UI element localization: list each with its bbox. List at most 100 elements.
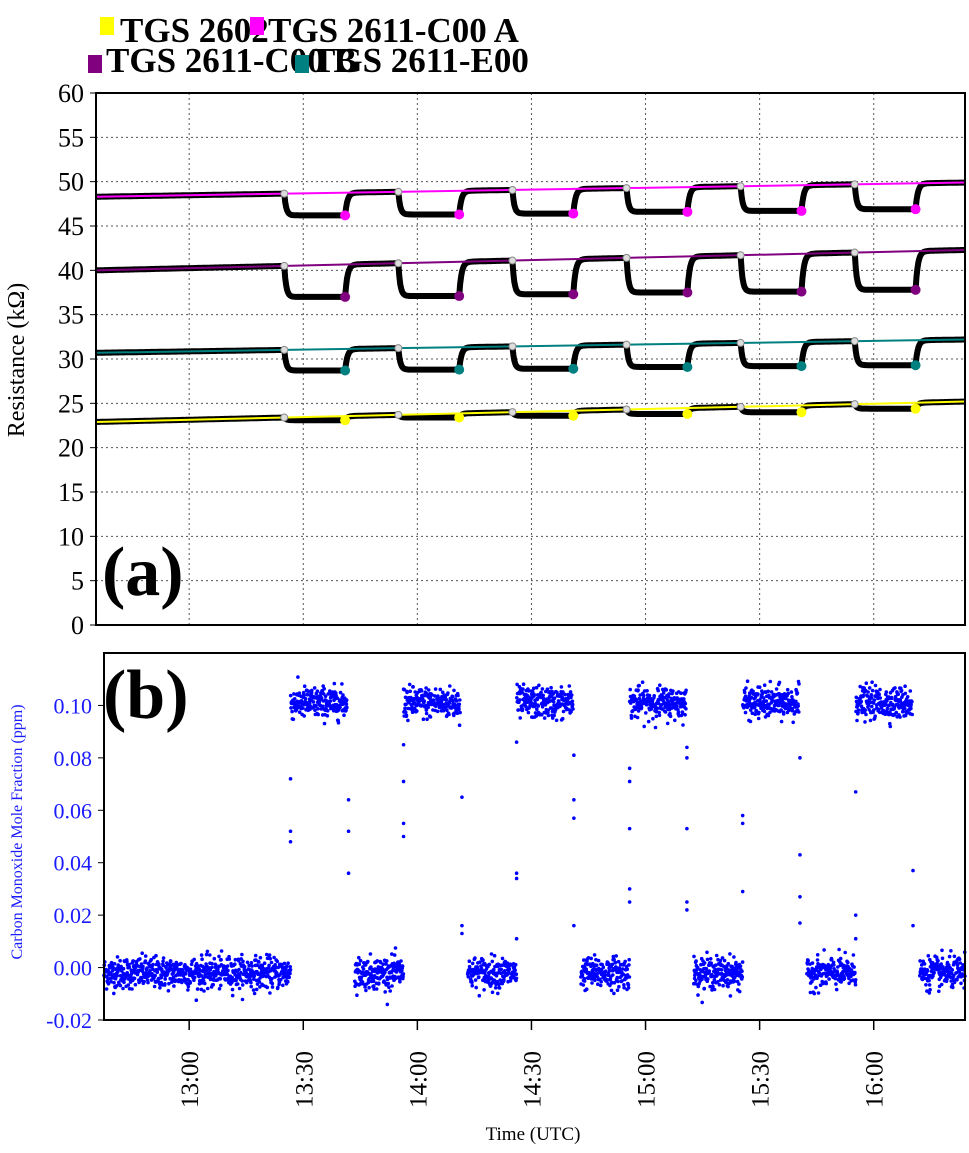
co-data-point [950,968,955,972]
co-data-point [595,972,599,976]
co-data-point [749,695,754,700]
co-data-point [342,713,346,717]
co-data-point [853,978,858,982]
co-data-point [405,690,409,695]
y-tick-label: 25 [58,389,84,418]
co-data-point [490,990,495,995]
co-data-point [482,988,486,992]
co-data-point [110,968,115,973]
co-data-point [644,702,649,707]
co-transition-point [572,753,576,758]
dip-point-tgs-2611-e00 [340,365,351,376]
co-data-point [816,991,821,995]
pulse-start-marker [394,410,403,419]
co-data-point [249,961,254,965]
co-data-point [159,975,164,980]
co-data-point [603,973,608,977]
co-data-point [635,700,640,704]
co-data-point [928,987,932,992]
co-data-point [640,680,645,684]
y-tick-label: 0.04 [54,851,93,876]
co-transition-point [288,777,293,781]
co-data-point [790,708,795,713]
co-data-point [285,964,289,968]
co-data-point [885,706,890,711]
co-data-point [252,977,256,981]
x-tick-label: 13:00 [177,1051,204,1108]
co-data-point [785,687,790,692]
co-transition-point [627,900,632,904]
co-data-point [923,976,928,981]
co-data-point [791,720,795,725]
y-tick-label: 40 [58,256,84,285]
co-data-point [240,997,245,1002]
co-data-point [158,986,162,990]
co-data-point [795,691,800,695]
co-data-point [254,987,259,992]
co-data-point [789,690,794,694]
co-data-point [617,984,621,989]
co-data-point [553,708,558,712]
co-data-point [861,693,866,698]
y-tick-label: 0.06 [54,798,93,823]
co-data-point [199,987,204,992]
co-data-point [444,698,449,702]
co-data-point [364,988,368,993]
co-data-point [808,990,813,995]
co-data-point [518,716,522,720]
co-data-point [516,708,520,712]
co-data-point [959,981,963,986]
co-data-point [205,949,210,954]
legend-swatch-tgs2611-c00-b [88,55,102,73]
co-data-point [109,979,113,984]
co-data-point [251,988,256,992]
co-data-point [834,982,838,986]
co-data-point [290,709,294,714]
co-data-point [319,707,324,711]
x-axis-label: Time (UTC) [486,1124,581,1145]
pulse-start-marker [736,338,745,347]
co-data-point [540,712,544,717]
co-data-point [288,971,292,976]
co-data-point [676,710,681,714]
co-data-point [786,691,790,696]
co-data-point [276,985,280,990]
co-data-point [885,699,889,703]
co-transition-point [288,839,293,844]
co-data-point [492,967,496,972]
pulse-start-marker [280,189,289,198]
co-data-point [183,963,187,967]
co-data-point [559,685,564,689]
co-data-point [625,967,630,971]
co-data-point [208,953,212,957]
co-data-point [361,967,366,971]
co-data-point [922,962,927,966]
co-data-point [486,974,491,978]
co-data-point [217,954,221,959]
co-data-point [777,680,782,685]
co-data-point [887,703,891,708]
co-data-point [202,989,206,993]
co-data-point [644,711,648,715]
panel-b-frame [103,652,966,1021]
co-data-point [514,976,519,981]
co-data-point [322,687,327,691]
co-data-point [871,701,876,705]
co-data-point [264,952,269,957]
pulse-start-marker [394,344,403,353]
co-data-point [745,679,750,683]
dip-point-tgs-2611-c00-b [568,289,579,300]
co-data-point [612,991,616,996]
co-data-point [284,967,288,971]
co-data-point [846,960,850,965]
co-data-point [873,683,878,688]
co-data-point [756,692,760,696]
pulse-start-marker [850,337,859,346]
co-data-point [149,957,153,962]
co-data-point [554,718,559,723]
co-data-point [233,962,237,966]
co-data-point [175,967,179,971]
co-transition-point [627,766,632,771]
co-data-point [596,982,600,986]
co-data-point [709,961,713,965]
